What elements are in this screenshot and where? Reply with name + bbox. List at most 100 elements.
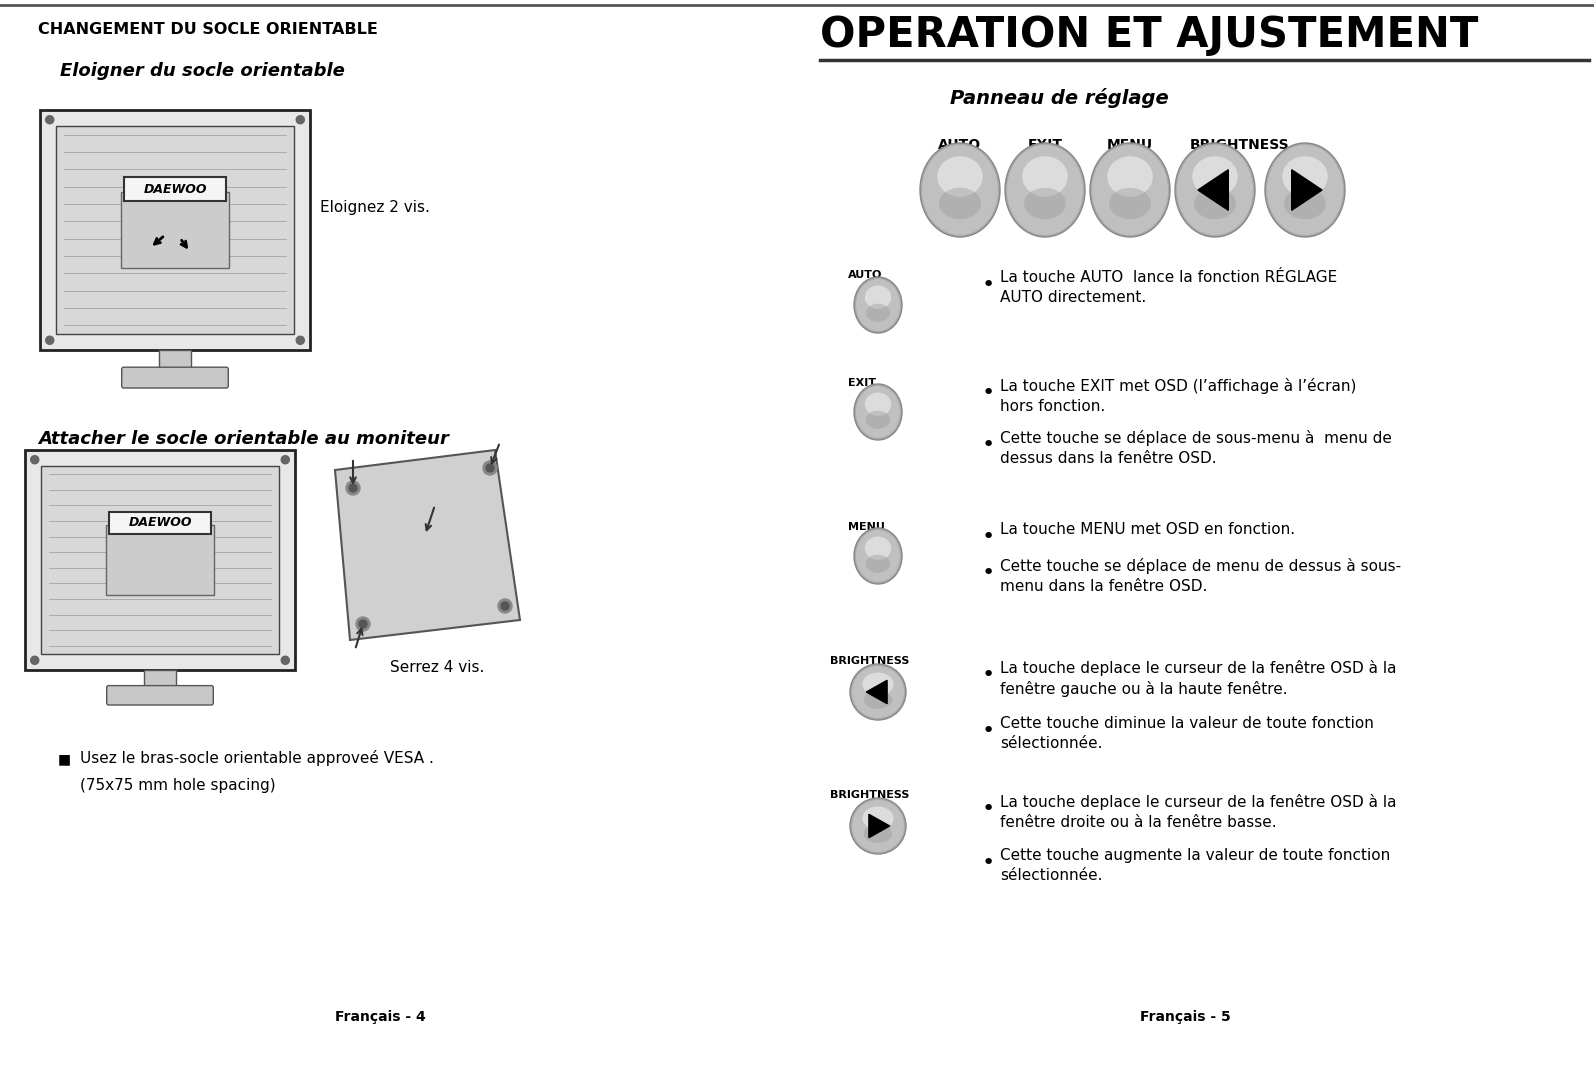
Ellipse shape [1004, 144, 1086, 237]
Text: •: • [982, 383, 995, 403]
Bar [143, 670, 177, 688]
Text: Cette touche augmente la valeur de toute fonction
sélectionnée.: Cette touche augmente la valeur de toute… [999, 848, 1390, 883]
Text: Attacher le socle orientable au moniteur: Attacher le socle orientable au moniteur [38, 429, 450, 448]
Circle shape [46, 116, 54, 124]
Ellipse shape [854, 384, 902, 440]
Bar [56, 126, 293, 334]
Ellipse shape [1092, 145, 1168, 235]
Bar [105, 525, 214, 595]
Ellipse shape [1108, 156, 1152, 197]
Text: Français - 4: Français - 4 [335, 1010, 426, 1024]
Bar [124, 177, 226, 201]
Text: Serrez 4 vis.: Serrez 4 vis. [391, 660, 485, 675]
Ellipse shape [866, 410, 889, 428]
Ellipse shape [862, 806, 894, 830]
Ellipse shape [854, 277, 902, 333]
Ellipse shape [1282, 156, 1328, 197]
Ellipse shape [1090, 144, 1170, 237]
Text: MENU: MENU [848, 522, 885, 532]
Circle shape [296, 336, 304, 345]
Text: La touche MENU met OSD en fonction.: La touche MENU met OSD en fonction. [999, 522, 1294, 537]
Text: •: • [982, 563, 995, 583]
Ellipse shape [1023, 187, 1066, 220]
Ellipse shape [866, 392, 891, 416]
Text: •: • [982, 853, 995, 873]
Circle shape [30, 455, 38, 464]
Ellipse shape [854, 528, 902, 584]
Ellipse shape [853, 800, 904, 853]
Circle shape [281, 455, 290, 464]
Text: Eloignez 2 vis.: Eloignez 2 vis. [320, 200, 430, 215]
Ellipse shape [850, 798, 905, 854]
Text: DAEWOO: DAEWOO [143, 183, 207, 196]
Text: ■: ■ [57, 752, 72, 766]
Text: La touche deplace le curseur de la fenêtre OSD à la
fenêtre gauche ou à la haute: La touche deplace le curseur de la fenêt… [999, 660, 1396, 697]
Circle shape [349, 484, 357, 492]
Polygon shape [869, 814, 889, 838]
Circle shape [30, 657, 38, 664]
Text: Français - 5: Français - 5 [1140, 1010, 1231, 1024]
Polygon shape [866, 680, 888, 704]
Bar [26, 450, 295, 670]
Text: Eloigner du socle orientable: Eloigner du socle orientable [61, 62, 344, 80]
Ellipse shape [921, 145, 998, 235]
Bar [108, 512, 212, 533]
Text: •: • [982, 799, 995, 819]
Bar [121, 192, 230, 269]
Ellipse shape [1109, 187, 1151, 220]
Text: CHANGEMENT DU SOCLE ORIENTABLE: CHANGEMENT DU SOCLE ORIENTABLE [38, 22, 378, 37]
Text: EXIT: EXIT [848, 378, 877, 388]
Text: Cette touche se déplace de menu de dessus à sous-
menu dans la fenêtre OSD.: Cette touche se déplace de menu de dessu… [999, 558, 1401, 593]
Ellipse shape [856, 280, 901, 331]
Text: La touche EXIT met OSD (l’affichage à l’écran)
hors fonction.: La touche EXIT met OSD (l’affichage à l’… [999, 378, 1356, 413]
Polygon shape [1291, 169, 1321, 210]
Ellipse shape [1285, 187, 1326, 220]
Text: BRIGHTNESS: BRIGHTNESS [1191, 138, 1290, 152]
Ellipse shape [1022, 156, 1068, 197]
Ellipse shape [939, 187, 980, 220]
Circle shape [483, 461, 497, 476]
Text: •: • [982, 665, 995, 685]
Text: Usez le bras-socle orientable approveé VESA .: Usez le bras-socle orientable approveé V… [80, 750, 434, 766]
Ellipse shape [1175, 144, 1254, 237]
Text: DAEWOO: DAEWOO [128, 516, 191, 529]
Ellipse shape [856, 386, 901, 438]
Ellipse shape [862, 673, 894, 696]
Text: BRIGHTNESS: BRIGHTNESS [830, 657, 909, 666]
Circle shape [46, 336, 54, 345]
Text: •: • [982, 721, 995, 741]
FancyBboxPatch shape [121, 367, 228, 388]
Text: •: • [982, 527, 995, 547]
Circle shape [346, 481, 360, 495]
Text: (75x75 mm hole spacing): (75x75 mm hole spacing) [80, 778, 276, 793]
FancyBboxPatch shape [107, 685, 214, 705]
Circle shape [281, 657, 290, 664]
Ellipse shape [866, 537, 891, 560]
Ellipse shape [1007, 145, 1082, 235]
Circle shape [486, 464, 494, 472]
Ellipse shape [1267, 145, 1344, 235]
Text: OPERATION ET AJUSTEMENT: OPERATION ET AJUSTEMENT [819, 14, 1478, 56]
Text: MENU: MENU [1106, 138, 1152, 152]
Ellipse shape [864, 691, 893, 709]
Circle shape [359, 620, 367, 628]
Text: La touche AUTO  lance la fonction RÉGLAGE
AUTO directement.: La touche AUTO lance la fonction RÉGLAGE… [999, 270, 1337, 305]
Ellipse shape [853, 666, 904, 718]
Ellipse shape [1192, 156, 1239, 197]
Polygon shape [335, 450, 520, 640]
Bar [159, 350, 191, 369]
Ellipse shape [1176, 145, 1253, 235]
Circle shape [501, 602, 508, 610]
Ellipse shape [866, 555, 889, 573]
Polygon shape [1199, 169, 1229, 210]
Ellipse shape [920, 144, 999, 237]
Ellipse shape [866, 304, 889, 322]
Bar [40, 110, 309, 350]
Text: Cette touche diminue la valeur de toute fonction
sélectionnée.: Cette touche diminue la valeur de toute … [999, 716, 1374, 751]
Text: Panneau de réglage: Panneau de réglage [950, 88, 1168, 108]
Text: BRIGHTNESS: BRIGHTNESS [830, 790, 909, 800]
Ellipse shape [866, 286, 891, 308]
Text: AUTO: AUTO [939, 138, 982, 152]
Circle shape [355, 617, 370, 631]
Ellipse shape [1266, 144, 1345, 237]
